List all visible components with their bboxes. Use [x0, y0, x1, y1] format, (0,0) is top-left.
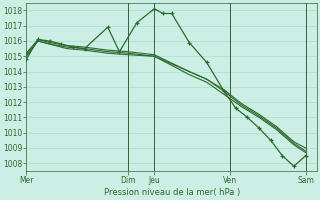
X-axis label: Pression niveau de la mer( hPa ): Pression niveau de la mer( hPa ) [104, 188, 240, 197]
